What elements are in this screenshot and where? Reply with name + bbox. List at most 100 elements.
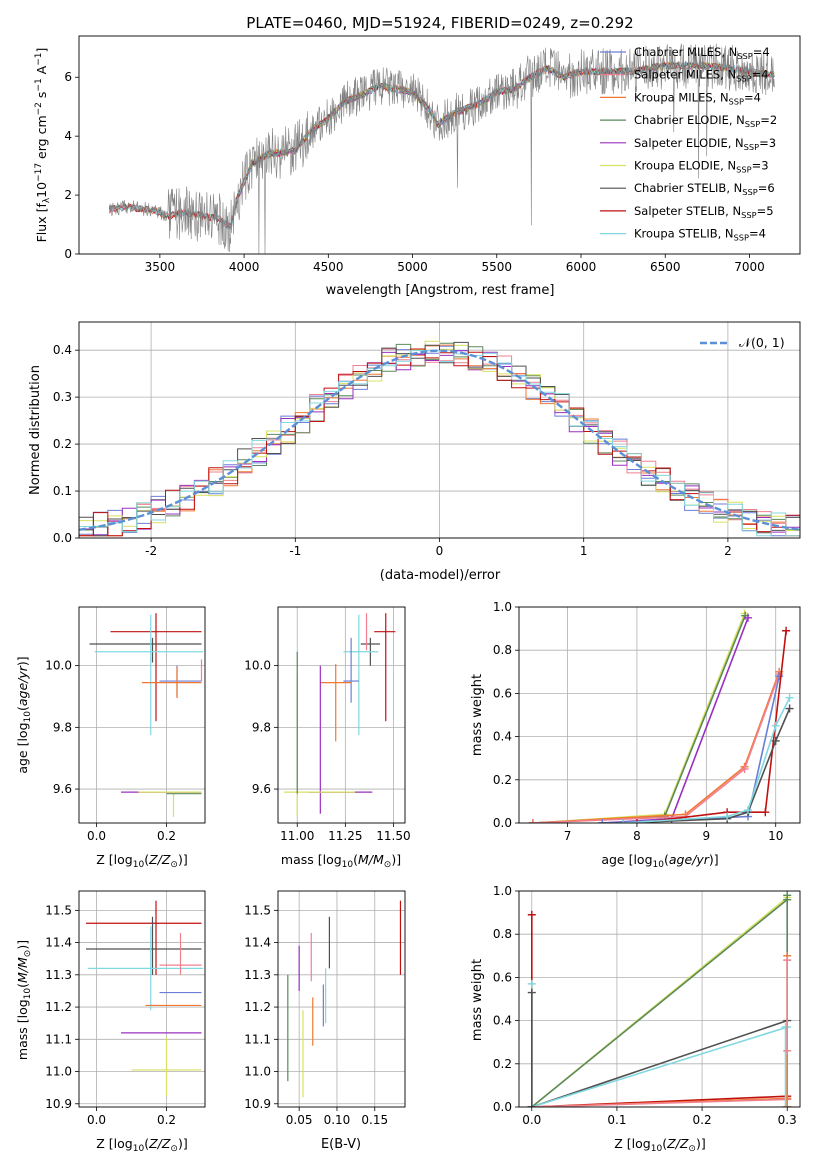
weight-marker-salpeter_stelib bbox=[632, 819, 641, 823]
x-tick-label: 2 bbox=[724, 544, 732, 558]
axes-frame bbox=[78, 890, 206, 1108]
y-tick-label: 11.4 bbox=[244, 936, 271, 950]
figure-title: PLATE=0460, MJD=51924, FIBERID=0249, z=0… bbox=[246, 14, 633, 32]
y-tick-label: 2 bbox=[64, 188, 72, 202]
y-tick-label: 11.3 bbox=[244, 968, 271, 982]
x-axis-label: (data-model)/error bbox=[380, 568, 501, 583]
plot-area bbox=[527, 891, 792, 1107]
legend-label: Chabrier MILES, NSSP=4 bbox=[634, 45, 770, 61]
plot-age_vs_mass: 11.00 11.25 11.50 9.6 9.8 10.0 mass [log10(M/M… bbox=[244, 606, 411, 870]
x-tick-label: 0.05 bbox=[286, 1113, 313, 1127]
hist-step-kroupa_stelib bbox=[79, 350, 800, 537]
y-tick-label: 0.2 bbox=[493, 1057, 512, 1071]
plot-spectrum: 3500 4000 4500 5000 5500 6000 6500 7000 0 2 4 6 wave… bbox=[34, 35, 801, 298]
weight-marker-salpeter_miles bbox=[740, 765, 749, 773]
plot-area bbox=[108, 43, 775, 254]
plot-area bbox=[86, 900, 204, 1096]
weight-line-kroupa_stelib bbox=[531, 1026, 788, 1107]
plots-layer: 3500 4000 4500 5000 5500 6000 6500 7000 0 2 4 6 wave… bbox=[15, 35, 801, 1154]
y-tick-label: 11.1 bbox=[45, 1032, 72, 1046]
y-tick-label: 11.1 bbox=[244, 1032, 271, 1046]
x-tick-label: 7 bbox=[564, 829, 572, 843]
y-tick-label: 0.8 bbox=[493, 643, 512, 657]
y-tick-label: 1.0 bbox=[493, 600, 512, 614]
legend-label: Kroupa MILES, NSSP=4 bbox=[634, 90, 761, 106]
x-tick-label: 9 bbox=[703, 829, 711, 843]
y-tick-label: 9.8 bbox=[53, 720, 72, 734]
x-axis-label: E(B-V) bbox=[321, 1137, 361, 1152]
plot-residuals: -2 -1 0 1 2 0.0 0.1 0.2 0.3 0.4 (data-model)/error… bbox=[28, 321, 801, 583]
weight-marker-salpeter_miles bbox=[528, 819, 537, 823]
y-tick-label: 11.4 bbox=[45, 936, 72, 950]
y-tick-label: 0.2 bbox=[493, 773, 512, 787]
plot-area bbox=[528, 609, 794, 823]
weight-line-salpeter_miles bbox=[532, 673, 780, 823]
x-tick-label: 4000 bbox=[229, 260, 260, 274]
y-axis-label: mass weight bbox=[470, 959, 485, 1041]
y-axis-label: age [log10(age/yr)] bbox=[15, 656, 33, 773]
y-tick-label: 0.0 bbox=[493, 816, 512, 830]
x-tick-label: 3500 bbox=[145, 260, 176, 274]
x-tick-label: 5500 bbox=[482, 260, 513, 274]
y-tick-label: 11.2 bbox=[45, 1000, 72, 1014]
weight-line-kroupa_miles bbox=[532, 671, 780, 823]
x-tick-label: 10 bbox=[768, 829, 783, 843]
x-tick-label: 0.0 bbox=[87, 1113, 106, 1127]
axes-frame bbox=[78, 35, 801, 255]
y-tick-label: 0.4 bbox=[493, 730, 512, 744]
x-axis-label: age [log10(age/yr)] bbox=[601, 852, 718, 870]
axes-frame bbox=[518, 890, 801, 1108]
x-tick-label: 0 bbox=[436, 544, 444, 558]
x-tick-label: 11.00 bbox=[280, 829, 314, 843]
x-tick-label: -2 bbox=[145, 544, 157, 558]
y-tick-label: 0 bbox=[64, 247, 72, 261]
y-tick-label: 10.9 bbox=[244, 1097, 271, 1111]
y-tick-label: 9.6 bbox=[252, 782, 271, 796]
normal-curve bbox=[79, 349, 800, 531]
weight-marker-kroupa_stelib bbox=[781, 1103, 790, 1107]
weight-marker-kroupa_stelib bbox=[723, 812, 732, 821]
plot-mass_vs_ebv: 0.05 0.10 0.15 10.9 11.0 11.1 11.2 11.3 11.4 11.5… bbox=[244, 890, 406, 1152]
weight-marker-salpeter_stelib bbox=[527, 910, 536, 919]
x-axis-label: Z [log10(Z/Z⊙)] bbox=[96, 1136, 187, 1154]
x-tick-label: 1 bbox=[580, 544, 588, 558]
y-tick-label: 9.8 bbox=[252, 720, 271, 734]
plot-age_vs_Z: 0.0 0.2 9.6 9.8 10.0 Z [log10(Z/Z⊙)] age [log1… bbox=[15, 606, 206, 870]
y-tick-label: 11.5 bbox=[244, 903, 271, 917]
legend: Chabrier MILES, NSSP=4 Salpeter MILES, NS… bbox=[600, 45, 777, 243]
y-tick-label: 0.6 bbox=[493, 686, 512, 700]
axes-frame bbox=[277, 606, 406, 824]
weight-marker-salpeter_elodie bbox=[743, 613, 752, 622]
weight-marker-chabrier_miles bbox=[598, 819, 607, 823]
legend-label: Chabrier ELODIE, NSSP=2 bbox=[634, 113, 777, 129]
legend-label: Salpeter MILES, NSSP=4 bbox=[634, 68, 769, 84]
y-tick-label: 9.6 bbox=[53, 782, 72, 796]
x-tick-label: 0.3 bbox=[778, 1113, 797, 1127]
x-axis-label: mass [log10(M/M⊙)] bbox=[281, 852, 401, 870]
x-axis-label: wavelength [Angstrom, rest frame] bbox=[326, 283, 555, 298]
x-tick-label: 7000 bbox=[734, 260, 765, 274]
y-tick-label: 11.2 bbox=[244, 1000, 271, 1014]
weight-marker-chabrier_stelib bbox=[785, 704, 794, 713]
axes-frame bbox=[518, 606, 801, 824]
data-spectrum bbox=[109, 43, 775, 254]
y-tick-label: 0.8 bbox=[493, 927, 512, 941]
legend-label: Salpeter STELIB, NSSP=5 bbox=[634, 204, 774, 220]
plot-area bbox=[287, 900, 402, 1098]
y-tick-label: 11.0 bbox=[244, 1065, 271, 1079]
y-tick-label: 11.5 bbox=[45, 903, 72, 917]
y-tick-label: 1.0 bbox=[493, 884, 512, 898]
axes-frame bbox=[78, 606, 206, 824]
plot-area bbox=[283, 613, 396, 817]
weight-line-salpeter_miles bbox=[531, 1098, 788, 1107]
y-tick-label: 11.3 bbox=[45, 968, 72, 982]
legend-label: Kroupa ELODIE, NSSP=3 bbox=[634, 159, 769, 175]
weight-line-chabrier_elodie bbox=[531, 898, 788, 1107]
y-axis-label: Normed distribution bbox=[28, 365, 43, 495]
x-tick-label: 6000 bbox=[566, 260, 597, 274]
y-tick-label: 0.0 bbox=[53, 531, 72, 545]
weight-marker-kroupa_stelib bbox=[527, 979, 536, 988]
y-tick-label: 0.3 bbox=[53, 390, 72, 404]
plot-weight_vs_age: 7 8 9 10 0.0 0.2 0.4 0.6 0.8 1.0 age [log10(age/yr… bbox=[470, 600, 801, 870]
legend-label: Chabrier STELIB, NSSP=6 bbox=[634, 181, 775, 197]
